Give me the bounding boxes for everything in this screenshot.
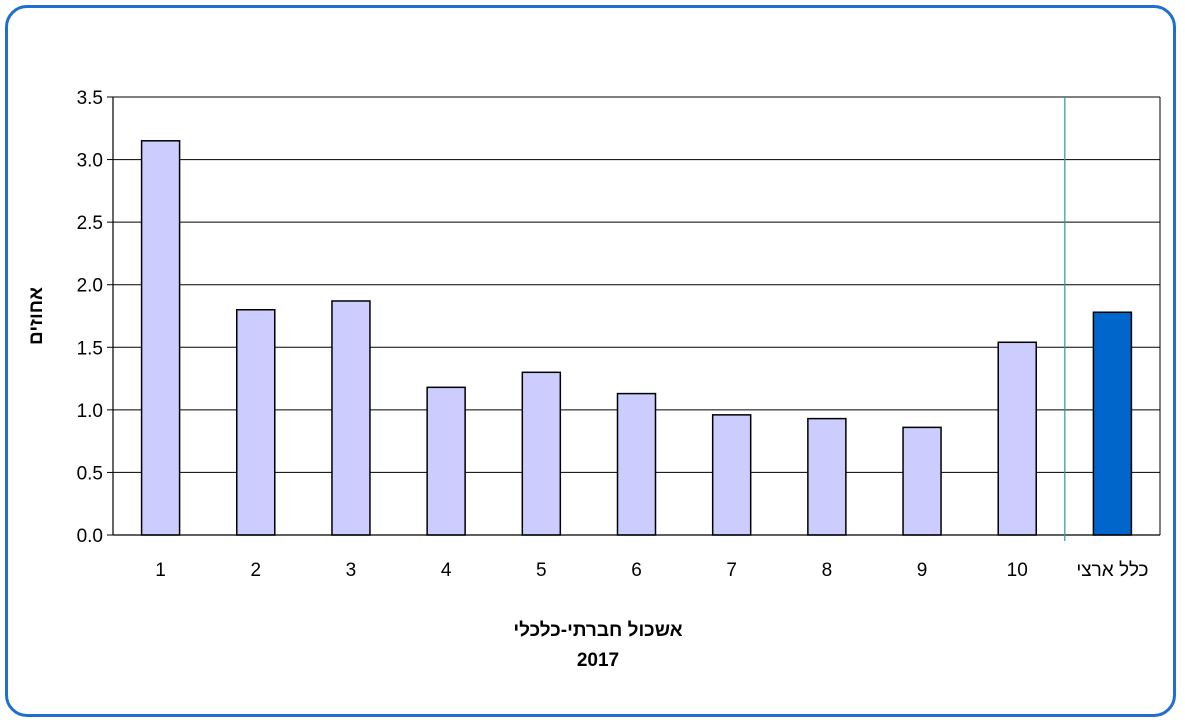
x-tick-label: 3 <box>346 560 357 581</box>
y-axis-title: אחוזים <box>26 287 47 345</box>
bar-cluster-9 <box>902 426 942 536</box>
y-tick-label: 1.0 <box>77 401 103 422</box>
bar-cluster-8 <box>807 417 847 536</box>
y-tick-label: 3.0 <box>77 151 103 172</box>
x-tick-label: 5 <box>536 560 547 581</box>
x-axis-subtitle: 2017 <box>577 650 619 671</box>
y-tick-label: 2.0 <box>77 276 103 297</box>
axes <box>107 96 1161 541</box>
x-tick-label: 4 <box>441 560 452 581</box>
y-tick-label: 0.5 <box>77 463 103 484</box>
bar-cluster-1 <box>140 140 181 536</box>
bar-cluster-2 <box>236 308 276 536</box>
bars <box>140 140 1133 536</box>
x-tick-label: 9 <box>917 560 928 581</box>
y-tick-label: 3.5 <box>77 88 103 109</box>
x-tick-label: 1 <box>155 560 166 581</box>
x-tick-label: 10 <box>1007 560 1028 581</box>
tick-labels: 0.0 0.5 1.0 1.5 2.0 2.5 3.0 3.5 1 2 3 4 5 6 7 8 9 10 כלל א… <box>77 88 1149 581</box>
x-tick-label: כלל ארצי <box>1076 560 1148 581</box>
bar-cluster-3 <box>331 300 371 536</box>
y-tick-label: 2.5 <box>77 213 103 234</box>
x-tick-label: 7 <box>726 560 737 581</box>
x-tick-label: 2 <box>250 560 261 581</box>
bar-cluster-10 <box>997 341 1037 536</box>
x-axis-title: אשכול חברתי-כלכלי <box>513 620 682 641</box>
bar-cluster-7 <box>711 414 752 536</box>
chart-frame <box>5 5 1176 717</box>
x-tick-label: 6 <box>631 560 642 581</box>
bar-national-total <box>1092 311 1133 536</box>
bar-cluster-5 <box>521 371 562 536</box>
bar-cluster-4 <box>426 386 466 536</box>
bar-cluster-6 <box>616 392 657 536</box>
x-tick-label: 8 <box>822 560 833 581</box>
y-tick-label: 0.0 <box>77 526 103 547</box>
y-tick-label: 1.5 <box>77 338 103 359</box>
gridlines <box>113 96 1160 473</box>
